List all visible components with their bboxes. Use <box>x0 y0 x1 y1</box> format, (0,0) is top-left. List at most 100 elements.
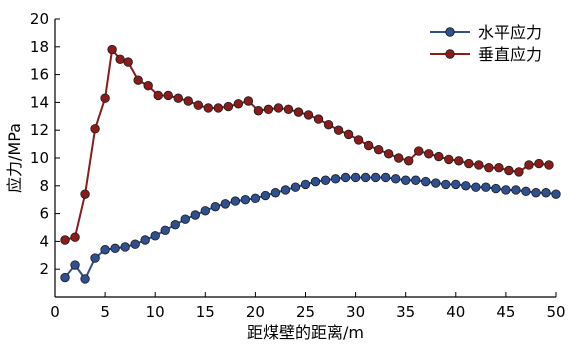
legend-item: 水平应力 <box>430 23 542 42</box>
x-tick-label: 40 <box>446 303 465 321</box>
data-point <box>303 110 314 120</box>
data-point <box>240 194 251 205</box>
y-tick-label: 16 <box>30 66 49 84</box>
y-tick-label: 8 <box>39 177 49 195</box>
y-tick-label: 4 <box>39 232 49 250</box>
legend-item: 垂直应力 <box>430 45 542 64</box>
y-tick-label: 12 <box>30 121 49 139</box>
x-tick-label: 10 <box>146 303 165 321</box>
data-point <box>310 176 321 187</box>
data-point <box>173 93 183 103</box>
data-point <box>383 149 394 159</box>
series-1 <box>60 172 561 284</box>
y-tick-label: 10 <box>30 149 49 167</box>
data-point <box>491 183 501 194</box>
series-layer <box>60 44 561 284</box>
data-point <box>183 96 193 106</box>
x-tick-label: 0 <box>50 303 60 321</box>
data-point <box>243 96 254 106</box>
data-point <box>90 124 100 134</box>
y-tick-label: 18 <box>30 38 49 56</box>
data-point <box>414 146 424 156</box>
data-point <box>323 119 334 130</box>
data-point <box>474 160 484 170</box>
data-point <box>501 185 511 195</box>
data-point <box>123 57 133 67</box>
data-point <box>484 163 494 173</box>
data-point <box>424 149 434 159</box>
x-tick-label: 25 <box>296 303 315 321</box>
data-point <box>534 158 544 169</box>
data-point <box>511 185 521 195</box>
data-point <box>340 172 351 183</box>
axes: 0 5 10 15 20 25 30 35 40 45 50 2 4 6 8 10 12 14 16 18 20 <box>30 10 566 321</box>
series-line <box>64 176 557 281</box>
data-point <box>250 193 261 204</box>
data-point <box>441 179 451 190</box>
legend-marker <box>445 49 455 59</box>
x-tick-label: 15 <box>196 303 215 321</box>
data-point <box>90 253 100 263</box>
data-point <box>110 243 120 254</box>
data-point <box>140 235 150 245</box>
data-point <box>333 125 344 135</box>
data-point <box>393 153 404 163</box>
data-point <box>80 189 90 199</box>
data-point <box>504 165 514 176</box>
data-point <box>213 103 224 113</box>
data-point <box>223 101 234 112</box>
data-point <box>494 163 504 173</box>
data-point <box>330 174 341 184</box>
data-point <box>373 144 384 155</box>
x-tick-label: 50 <box>546 303 565 321</box>
x-axis-title: 距煤壁的距离/m <box>247 323 364 342</box>
data-point <box>390 174 401 184</box>
data-point <box>263 104 274 115</box>
data-point <box>80 274 90 284</box>
data-point <box>210 201 221 212</box>
data-point <box>551 189 561 199</box>
data-point <box>370 172 381 183</box>
data-point <box>273 103 284 113</box>
data-point <box>363 140 374 151</box>
data-point <box>170 220 180 230</box>
series-2 <box>60 44 554 245</box>
data-point <box>471 182 481 192</box>
x-tick-label: 30 <box>346 303 365 321</box>
data-point <box>200 206 211 216</box>
data-point <box>230 196 241 206</box>
data-point <box>444 154 454 165</box>
data-point <box>544 160 554 170</box>
data-point <box>163 90 173 101</box>
data-point <box>120 242 130 252</box>
data-point <box>190 210 200 220</box>
data-point <box>431 178 441 188</box>
data-point <box>70 260 80 270</box>
data-point <box>160 225 170 235</box>
data-point <box>280 185 291 195</box>
data-point <box>461 181 471 191</box>
data-point <box>421 176 431 187</box>
data-point <box>100 245 110 255</box>
data-point <box>60 272 70 283</box>
data-point <box>270 188 281 198</box>
data-point <box>290 182 301 192</box>
data-point <box>380 172 391 183</box>
x-tick-label: 35 <box>396 303 415 321</box>
data-point <box>313 114 324 124</box>
data-point <box>143 81 153 91</box>
data-point <box>481 182 491 192</box>
y-tick-label: 6 <box>39 205 49 223</box>
data-point <box>300 179 311 190</box>
x-tick-label: 20 <box>246 303 265 321</box>
data-point <box>521 186 531 197</box>
data-point <box>293 107 304 117</box>
data-point <box>283 104 294 115</box>
data-point <box>115 54 125 65</box>
data-point <box>514 167 524 177</box>
data-point <box>60 235 70 245</box>
legend-label: 水平应力 <box>478 23 542 42</box>
y-axis-title: 应力/MPa <box>5 123 24 193</box>
data-point <box>464 158 474 169</box>
data-point <box>454 156 464 166</box>
